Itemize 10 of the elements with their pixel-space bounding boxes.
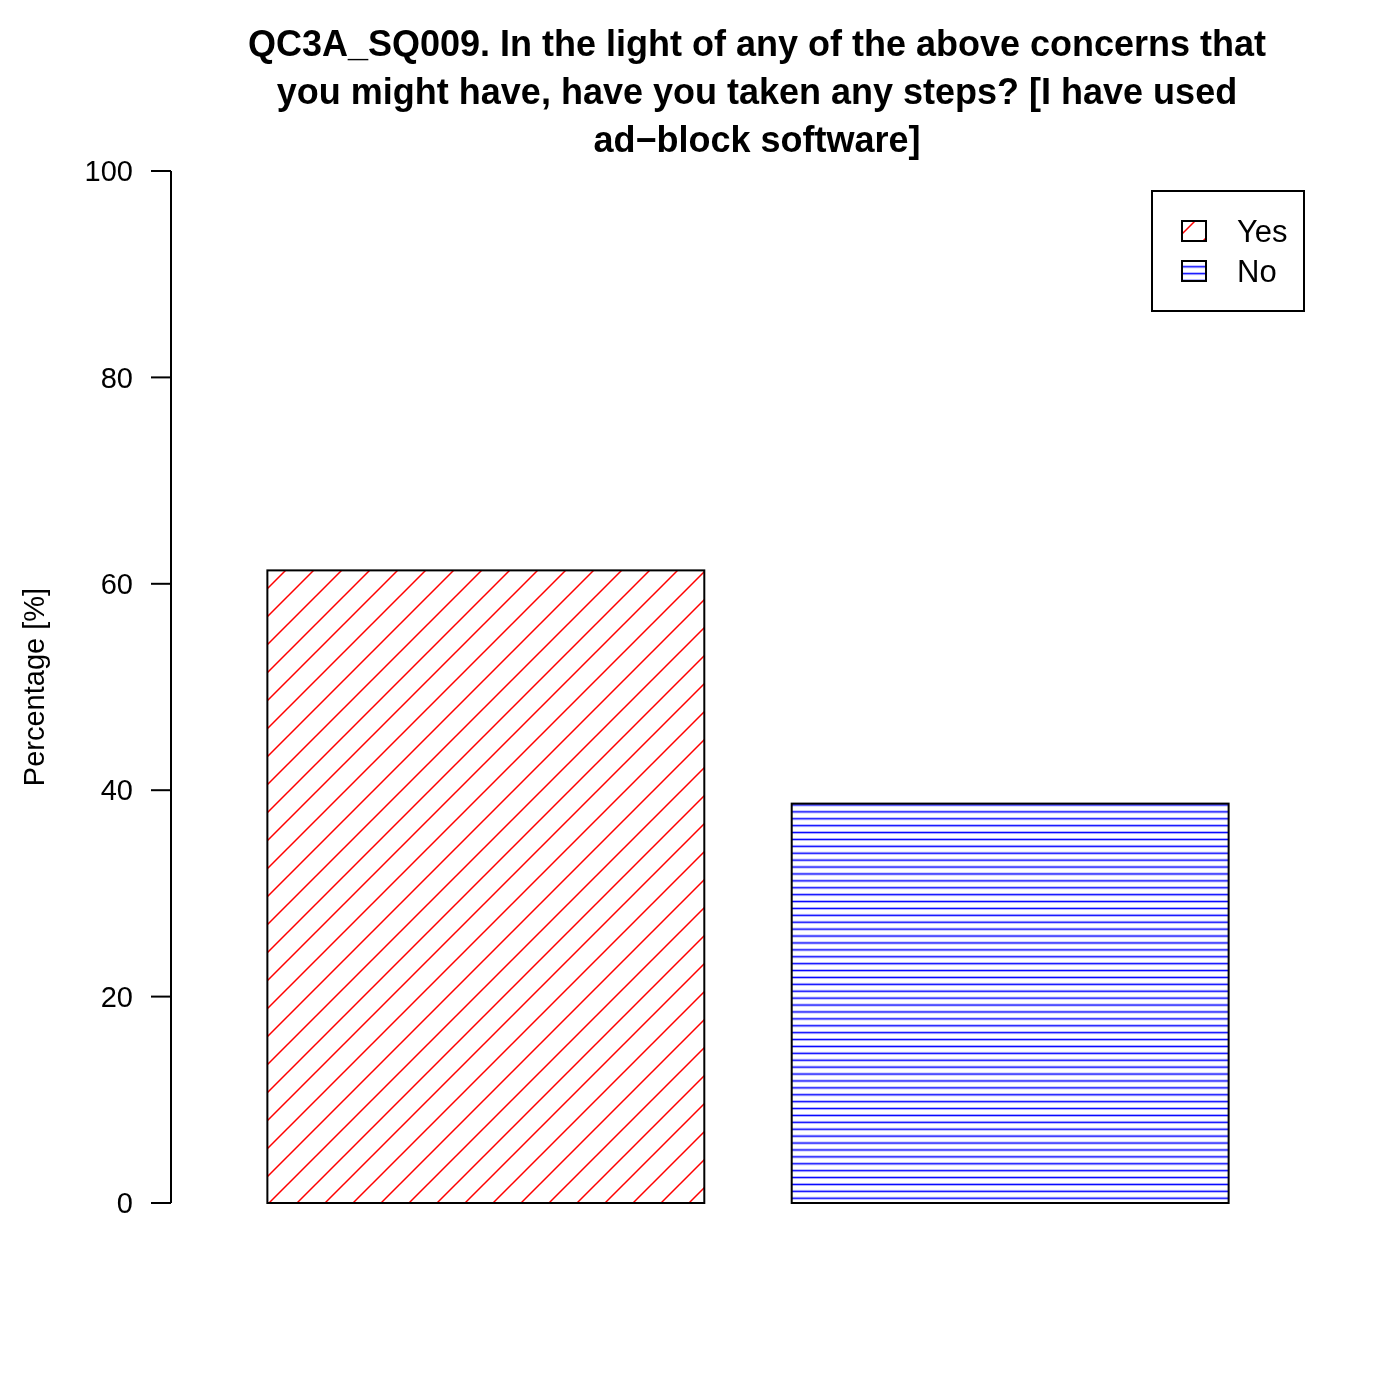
legend-label: No [1237, 253, 1277, 289]
y-tick-label: 60 [100, 567, 133, 600]
y-tick-label: 40 [100, 774, 133, 807]
y-tick-label: 20 [100, 980, 133, 1013]
y-tick-label: 0 [116, 1187, 133, 1220]
legend-label: Yes [1237, 213, 1288, 249]
y-axis-title: Percentage [%] [18, 587, 50, 787]
y-tick-label: 80 [100, 361, 133, 394]
chart-title: QC3A_SQ009. In the light of any of the above concerns that you might have, have you taken any steps? [I have used ad−block software] [247, 23, 1267, 160]
y-tick-label: 100 [84, 155, 133, 188]
